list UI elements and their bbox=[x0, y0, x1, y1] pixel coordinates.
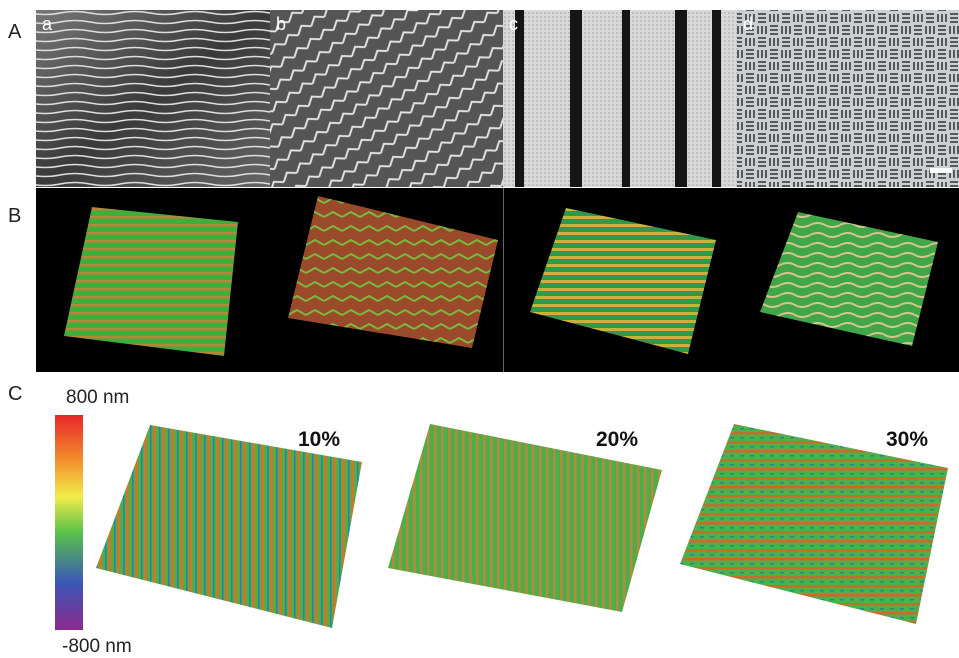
panel-label: a bbox=[42, 14, 53, 34]
colorbar-max: 800 nm bbox=[66, 387, 129, 408]
micrograph bbox=[737, 10, 959, 187]
panel-label: d bbox=[743, 14, 753, 34]
afm-surface bbox=[680, 424, 948, 624]
panel-label: b bbox=[276, 14, 286, 34]
strain-label: 30% bbox=[886, 428, 928, 451]
micrograph bbox=[503, 10, 737, 187]
row-label: A bbox=[8, 21, 22, 43]
figure: A a b c d B C 800 nm -800 nm 10% 20% 30% bbox=[0, 0, 959, 658]
afm-surface bbox=[64, 207, 238, 356]
colorbar-min: -800 nm bbox=[62, 636, 132, 657]
micrograph-texture bbox=[36, 10, 270, 187]
row-label: C bbox=[8, 383, 22, 405]
page: A a b c d B C 800 nm -800 nm 10% 20% 30%… bbox=[0, 0, 959, 658]
row-label: B bbox=[8, 205, 21, 227]
strain-label: 10% bbox=[298, 428, 340, 451]
strain-label: 20% bbox=[596, 428, 638, 451]
afm-surface bbox=[96, 425, 362, 628]
colorbar bbox=[55, 415, 83, 630]
afm-surface bbox=[388, 424, 662, 612]
scale-bar bbox=[930, 168, 952, 173]
panel-label: c bbox=[509, 14, 518, 34]
micrograph-texture bbox=[270, 10, 503, 187]
